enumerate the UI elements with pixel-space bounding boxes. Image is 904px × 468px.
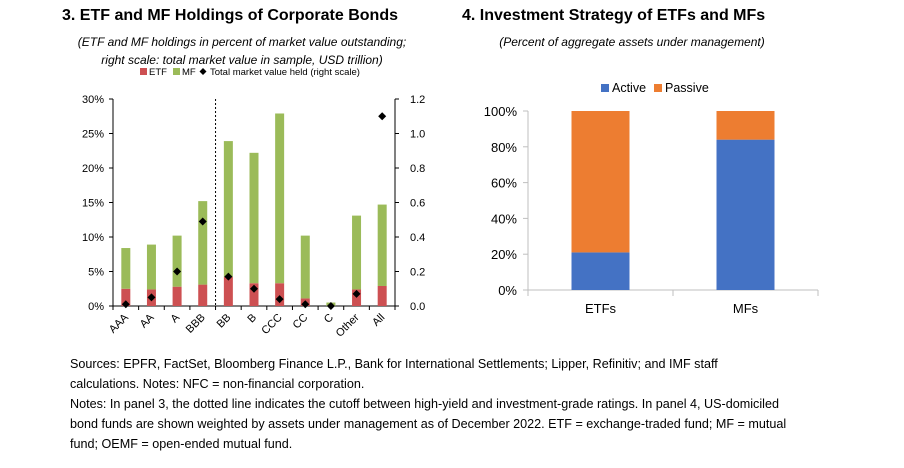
panel3-y-tick-label: 10% xyxy=(82,232,104,244)
panel3-y-tick-label: 30% xyxy=(82,94,104,106)
x-label-etfs: ETFs xyxy=(585,301,617,316)
x-label-b: B xyxy=(245,312,259,326)
panel3-y-tick-label: 25% xyxy=(82,129,104,141)
legend-passive-swatch xyxy=(654,84,662,92)
x-label-bbb: BBB xyxy=(184,312,208,336)
panel4-y-tick-label: 0% xyxy=(498,283,517,298)
panel4-y-tick-label: 80% xyxy=(491,140,517,155)
marker-total-a xyxy=(173,267,182,276)
panel3-y2-tick-label: 0.4 xyxy=(410,232,425,244)
x-label-a: A xyxy=(169,311,183,325)
bar-mf-a xyxy=(172,235,182,287)
bar-etf-all xyxy=(377,285,387,306)
x-label-bb: BB xyxy=(215,312,234,331)
panel3-y2-tick-label: 0.0 xyxy=(410,301,425,313)
bar-mf-bb xyxy=(223,141,233,278)
legend-active-label: Active xyxy=(612,81,646,95)
legend-etf-swatch xyxy=(140,68,147,75)
legend-etf-label: ETF xyxy=(149,67,167,78)
bar-active-mfs xyxy=(716,139,775,290)
panel3-bars xyxy=(121,113,387,306)
panel3-subtitle-line2: right scale: total market value in sampl… xyxy=(101,53,383,67)
panel4-y-tick-label: 100% xyxy=(484,104,518,119)
panel3-subtitle-line1: (ETF and MF holdings in percent of marke… xyxy=(77,35,407,49)
panel3-y-tick-label: 20% xyxy=(82,163,104,175)
panel3-title: 3. ETF and MF Holdings of Corporate Bond… xyxy=(62,7,398,24)
bar-etf-b xyxy=(249,283,259,306)
marker-total-aaa xyxy=(121,300,130,309)
marker-total-b xyxy=(250,284,258,293)
panel4-labels: 0% 20% 40% 60% 80% 100% ETFs MFs xyxy=(484,104,759,316)
panel3-y2-tick-label: 1.2 xyxy=(410,94,425,106)
x-label-c: C xyxy=(322,312,336,326)
panel3-y2-tick-label: 0.2 xyxy=(410,267,425,279)
legend-mf-label: MF xyxy=(182,67,196,78)
notes-line-4: bond funds are shown weighted by assets … xyxy=(70,417,787,431)
notes-line-1: Sources: EPFR, FactSet, Bloomberg Financ… xyxy=(70,357,718,371)
panel3-subtitle: (ETF and MF holdings in percent of marke… xyxy=(32,33,452,69)
bar-etf-a xyxy=(172,286,182,306)
legend-total-marker xyxy=(199,68,207,75)
panel3-axes xyxy=(109,98,399,310)
x-label-other: Other xyxy=(334,311,362,339)
bar-etf-bbb xyxy=(198,284,208,306)
legend-passive-label: Passive xyxy=(665,81,709,95)
panel3-chart: ETF MF Total market value held (right scal… xyxy=(82,67,425,340)
x-label-aaa: AAA xyxy=(107,311,132,336)
panel3-y2-tick-label: 0.8 xyxy=(410,163,425,175)
bar-passive-mfs xyxy=(716,111,775,140)
marker-total-cc xyxy=(301,300,310,309)
notes-line-5: fund; OEMF = open-ended mutual fund. xyxy=(70,437,293,451)
panel3-y2-tick-label: 0.6 xyxy=(410,198,425,210)
panel4-y-tick-label: 60% xyxy=(491,176,517,191)
legend-total-label: Total market value held (right scale) xyxy=(210,67,360,78)
bar-etf-bb xyxy=(223,277,233,306)
panel3-y2-tick-label: 1.0 xyxy=(410,129,425,141)
legend-mf-swatch xyxy=(173,68,180,75)
panel3-legend: ETF MF Total market value held (right scal… xyxy=(140,67,360,78)
x-label-aa: AA xyxy=(138,311,157,330)
bar-mf-other xyxy=(352,215,362,290)
marker-total-bbb xyxy=(198,217,207,226)
bar-mf-b xyxy=(249,152,259,284)
panel4-subtitle: (Percent of aggregate assets under manag… xyxy=(499,35,765,49)
panel3-y-tick-label: 0% xyxy=(88,301,104,313)
marker-total-aa xyxy=(147,293,156,302)
panel4-bars xyxy=(571,111,775,290)
x-label-mfs: MFs xyxy=(733,301,759,316)
bar-mf-bbb xyxy=(198,201,208,285)
bar-mf-aa xyxy=(146,244,156,290)
panel4-legend: Active Passive xyxy=(601,81,709,95)
marker-total-other xyxy=(352,289,361,298)
legend-active-swatch xyxy=(601,84,609,92)
bar-mf-aaa xyxy=(121,248,131,289)
panel3-y-tick-label: 15% xyxy=(82,198,104,210)
panel4-title: 4. Investment Strategy of ETFs and MFs xyxy=(462,7,766,24)
marker-total-ccc xyxy=(275,295,284,304)
marker-total-all xyxy=(378,112,387,121)
panel4-y-tick-label: 20% xyxy=(491,247,517,262)
x-label-cc: CC xyxy=(291,312,311,332)
panel4-y-tick-label: 40% xyxy=(491,211,517,226)
bar-active-etfs xyxy=(571,252,630,290)
notes-line-2: calculations. Notes: NFC = non-financial… xyxy=(70,377,365,391)
x-label-all: All xyxy=(370,312,387,329)
bar-etf-aaa xyxy=(121,288,131,306)
bar-mf-ccc xyxy=(275,113,285,284)
panel3-markers xyxy=(121,112,387,310)
panel3-y-tick-label: 5% xyxy=(88,267,104,279)
source-notes: Sources: EPFR, FactSet, Bloomberg Financ… xyxy=(70,354,870,454)
bar-mf-all xyxy=(377,204,387,286)
notes-line-3: Notes: In panel 3, the dotted line indic… xyxy=(70,397,779,411)
bar-passive-etfs xyxy=(571,111,630,253)
bar-etf-ccc xyxy=(275,283,285,306)
bar-mf-cc xyxy=(300,235,310,299)
x-label-ccc: CCC xyxy=(259,312,284,337)
marker-total-c xyxy=(326,302,335,310)
marker-total-bb xyxy=(224,272,233,281)
panel4-axes xyxy=(523,110,819,296)
